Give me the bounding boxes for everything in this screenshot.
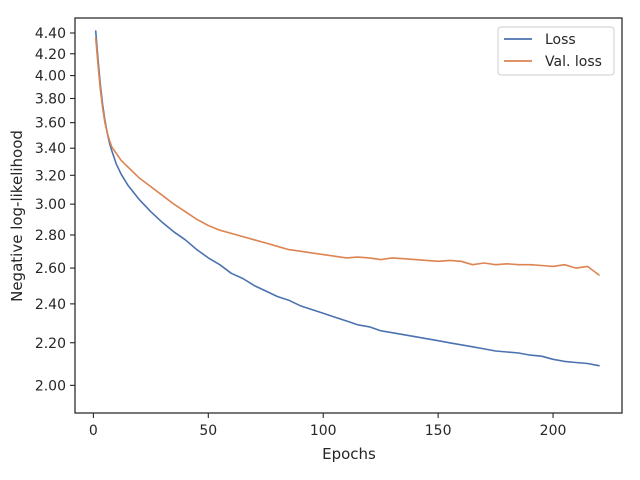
y-tick-label: 3.40	[35, 141, 66, 157]
y-tick-label: 4.20	[35, 47, 66, 63]
x-tick-label: 200	[540, 423, 567, 439]
y-tick-label: 3.20	[35, 168, 66, 184]
x-tick-label: 0	[89, 423, 98, 439]
y-tick-label: 2.60	[35, 261, 66, 277]
plot-frame	[74, 17, 623, 414]
x-tick-label: 150	[425, 423, 452, 439]
y-axis-ticks: 2.00 2.20 2.40 2.60 2.80 3.00 3.20 3.40 3.60 3.80…	[35, 26, 75, 394]
x-tick-label: 100	[310, 423, 337, 439]
legend-label: Loss	[545, 32, 576, 48]
y-tick-label: 4.00	[35, 69, 66, 85]
legend: Loss Val. loss	[497, 26, 615, 76]
y-tick-label: 3.60	[35, 116, 66, 132]
x-axis-label: Epochs	[322, 445, 376, 463]
series-line-val-loss	[94, 37, 600, 276]
y-tick-label: 2.00	[35, 378, 66, 394]
series-lines	[94, 30, 600, 367]
y-tick-label: 3.00	[35, 197, 66, 213]
x-axis-ticks: 0 50 100 150 200	[89, 413, 566, 439]
y-tick-label: 2.80	[35, 228, 66, 244]
y-axis-label: Negative log-likelihood	[8, 130, 26, 302]
series-line-loss	[94, 30, 600, 367]
x-tick-label: 50	[199, 423, 217, 439]
y-tick-label: 3.80	[35, 91, 66, 107]
y-tick-label: 4.40	[35, 26, 66, 42]
y-tick-label: 2.20	[35, 336, 66, 352]
legend-label: Val. loss	[545, 54, 602, 70]
y-tick-label: 2.40	[35, 297, 66, 313]
